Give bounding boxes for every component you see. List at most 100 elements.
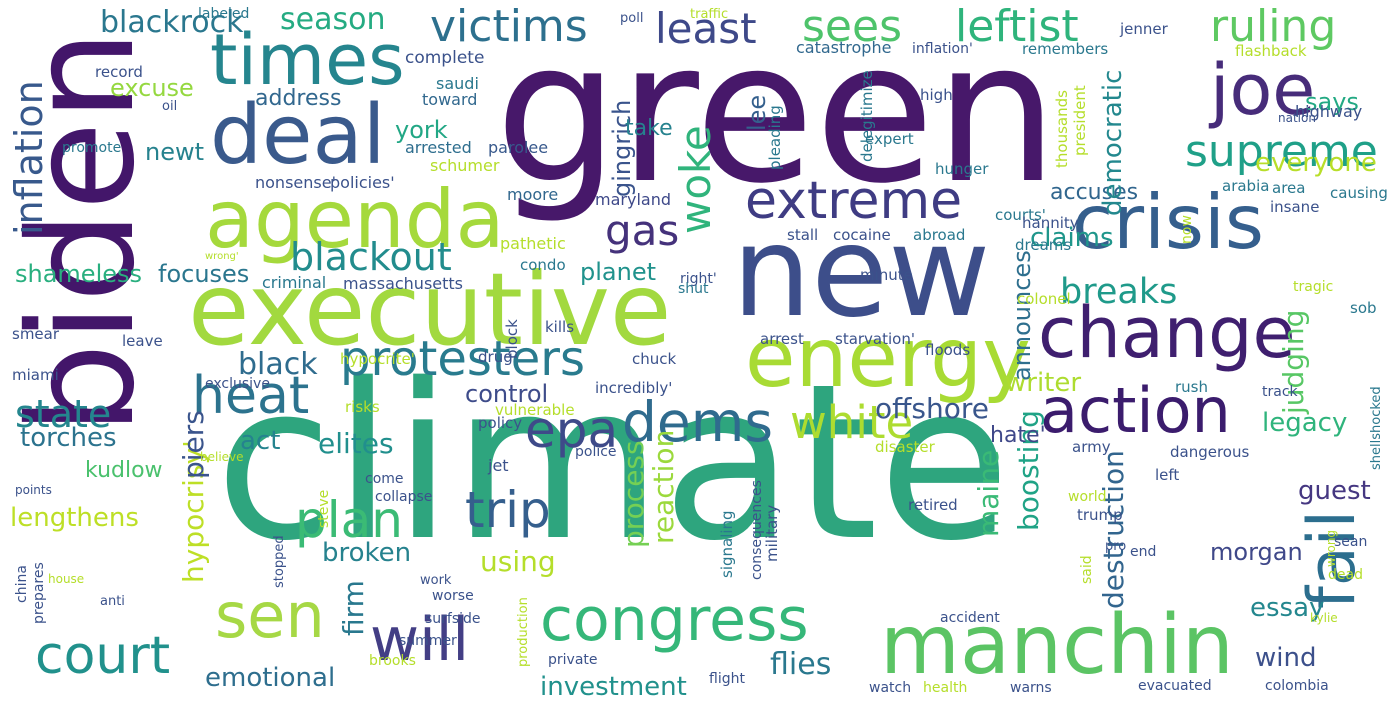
cloud-word: plan	[295, 491, 403, 549]
cloud-word: catastrophe	[796, 38, 892, 57]
cloud-word: cocaine	[833, 226, 891, 244]
cloud-word: accuses	[1050, 180, 1139, 205]
cloud-word: dead	[1328, 567, 1363, 583]
cloud-word: crisis	[1072, 178, 1264, 266]
cloud-word: congress	[540, 585, 809, 655]
cloud-word: flies	[770, 647, 832, 682]
cloud-word: jet	[488, 456, 509, 475]
cloud-word: maine	[972, 449, 1005, 537]
cloud-word: flashback	[1235, 42, 1307, 60]
cloud-word: abroad	[913, 226, 966, 244]
cloud-word: white	[790, 396, 914, 449]
cloud-word: exclusive	[205, 376, 270, 392]
cloud-word: delegitimize	[858, 70, 876, 162]
cloud-word: miami	[12, 366, 59, 384]
cloud-word: trump	[1077, 506, 1123, 524]
cloud-word: dems	[622, 390, 773, 454]
cloud-word: breaks	[1060, 272, 1178, 312]
cloud-word: sen	[215, 579, 325, 652]
cloud-word: now	[1179, 215, 1195, 244]
cloud-word: shameless	[15, 260, 143, 288]
cloud-word: rush	[1175, 378, 1208, 396]
cloud-word: act	[240, 426, 281, 456]
cloud-word: traffic	[690, 7, 729, 22]
cloud-word: piers	[177, 410, 210, 479]
cloud-word: retired	[908, 496, 958, 514]
cloud-word: end	[1130, 544, 1157, 560]
cloud-word: using	[480, 545, 556, 578]
cloud-word: complete	[405, 48, 485, 68]
cloud-word: sean	[1334, 534, 1368, 550]
cloud-word: inflation	[7, 80, 51, 235]
cloud-word: morgan	[1210, 538, 1303, 566]
cloud-word: accident	[940, 610, 1000, 626]
cloud-word: sees	[802, 1, 902, 52]
cloud-word: causing	[1330, 184, 1388, 202]
cloud-word: moore	[507, 185, 559, 204]
cloud-word: oil	[162, 99, 178, 114]
cloud-word: action	[1040, 374, 1231, 447]
cloud-word: massachusetts	[343, 274, 464, 293]
cloud-word: work	[420, 573, 452, 588]
cloud-word: leave	[122, 332, 163, 350]
cloud-word: president	[1071, 85, 1089, 156]
cloud-word: gas	[605, 206, 680, 255]
cloud-word: thousands	[1053, 90, 1071, 168]
cloud-word: control	[465, 380, 549, 408]
cloud-word: disaster	[875, 438, 935, 456]
cloud-word: house	[48, 572, 85, 586]
cloud-word: executive	[188, 251, 672, 368]
cloud-word: health	[923, 680, 968, 696]
cloud-word: reaction	[647, 429, 680, 544]
cloud-word: world	[1068, 489, 1107, 505]
cloud-word: shellshocked	[1369, 386, 1384, 470]
cloud-word: consequences	[749, 480, 765, 580]
cloud-word: arrest	[760, 330, 804, 348]
cloud-word: says	[1305, 88, 1359, 116]
cloud-word: colombia	[1265, 678, 1329, 694]
cloud-word: deal	[210, 88, 386, 183]
cloud-word: manchin	[880, 598, 1234, 693]
cloud-word: democratic	[1098, 69, 1128, 216]
cloud-word: woke	[671, 125, 720, 234]
cloud-word: guest	[1298, 476, 1371, 506]
cloud-word: colonel	[1017, 290, 1071, 308]
cloud-word: wrong	[1324, 529, 1338, 567]
cloud-word: everyone	[1255, 148, 1377, 178]
cloud-word: hunger	[935, 160, 989, 178]
cloud-word: remembers	[1022, 40, 1109, 58]
cloud-word: expert	[865, 130, 914, 148]
cloud-word: new	[732, 200, 991, 345]
cloud-word: tragic	[1293, 279, 1334, 295]
cloud-word: toward	[422, 90, 478, 109]
cloud-word: parolee	[488, 138, 549, 157]
cloud-word: china	[14, 565, 30, 603]
cloud-word: right'	[680, 271, 717, 287]
cloud-word: insane	[1270, 198, 1320, 216]
cloud-word: smear	[12, 325, 60, 343]
cloud-word: supreme	[1185, 126, 1378, 177]
cloud-word: brooks	[369, 653, 416, 669]
cloud-word: least	[655, 4, 757, 53]
cloud-word: lengthens	[10, 503, 139, 533]
cloud-word: labeled	[198, 6, 250, 22]
cloud-word: hannity	[1022, 214, 1079, 232]
cloud-word: police	[575, 444, 617, 460]
cloud-word: stall	[787, 226, 819, 244]
cloud-word: chuck	[632, 350, 677, 368]
cloud-word: green	[495, 0, 1059, 226]
cloud-word: kudlow	[85, 458, 163, 483]
cloud-word: blackout	[290, 235, 452, 279]
cloud-word: jenner	[1120, 20, 1168, 38]
cloud-word: saudi	[436, 74, 479, 93]
cloud-word: energy	[745, 311, 1031, 406]
cloud-word: pleading	[766, 105, 784, 170]
cloud-word: left	[1155, 466, 1180, 484]
cloud-word: offshore	[875, 392, 990, 425]
cloud-word: believe	[200, 450, 244, 464]
cloud-word: elites	[318, 427, 394, 460]
cloud-word: watch	[869, 680, 912, 696]
cloud-word: season	[280, 2, 386, 37]
cloud-word: drug	[478, 348, 513, 366]
